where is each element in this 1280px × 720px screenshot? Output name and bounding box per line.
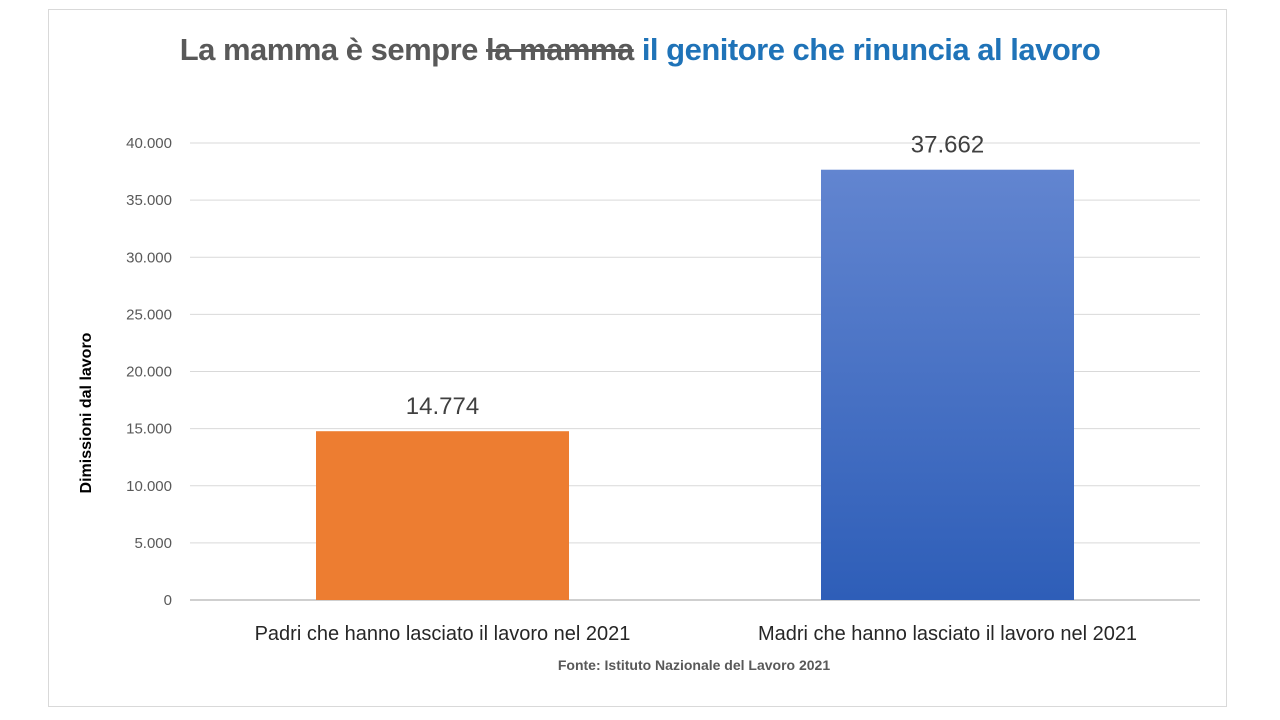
x-category-label: Madri che hanno lasciato il lavoro nel 2…	[758, 623, 1137, 645]
chart-frame	[48, 9, 1227, 707]
title-struck: la mamma	[486, 32, 634, 67]
source-note: Fonte: Istituto Nazionale del Lavoro 202…	[558, 657, 830, 673]
x-category-label: Padri che hanno lasciato il lavoro nel 2…	[255, 623, 631, 645]
y-tick-label: 35.000	[126, 192, 172, 209]
data-label: 37.662	[911, 132, 984, 159]
title-part2: il genitore che rinuncia al lavoro	[641, 32, 1101, 67]
y-tick-label: 20.000	[126, 364, 172, 381]
y-tick-label: 5.000	[134, 535, 172, 552]
y-tick-label: 15.000	[126, 421, 172, 438]
title-part1: La mamma è sempre	[179, 32, 479, 67]
chart-title: La mamma è sempre la mamma il genitore c…	[150, 28, 1130, 71]
y-tick-label: 0	[164, 592, 172, 609]
y-axis-label: Dimissioni dal lavoro	[78, 332, 95, 493]
y-tick-label: 30.000	[126, 249, 172, 266]
bar-madri	[821, 169, 1074, 600]
y-tick-label: 10.000	[126, 478, 172, 495]
y-tick-label: 25.000	[126, 306, 172, 323]
bar-padri	[316, 431, 569, 600]
data-label: 14.774	[406, 393, 479, 420]
y-tick-label: 40.000	[126, 135, 172, 152]
